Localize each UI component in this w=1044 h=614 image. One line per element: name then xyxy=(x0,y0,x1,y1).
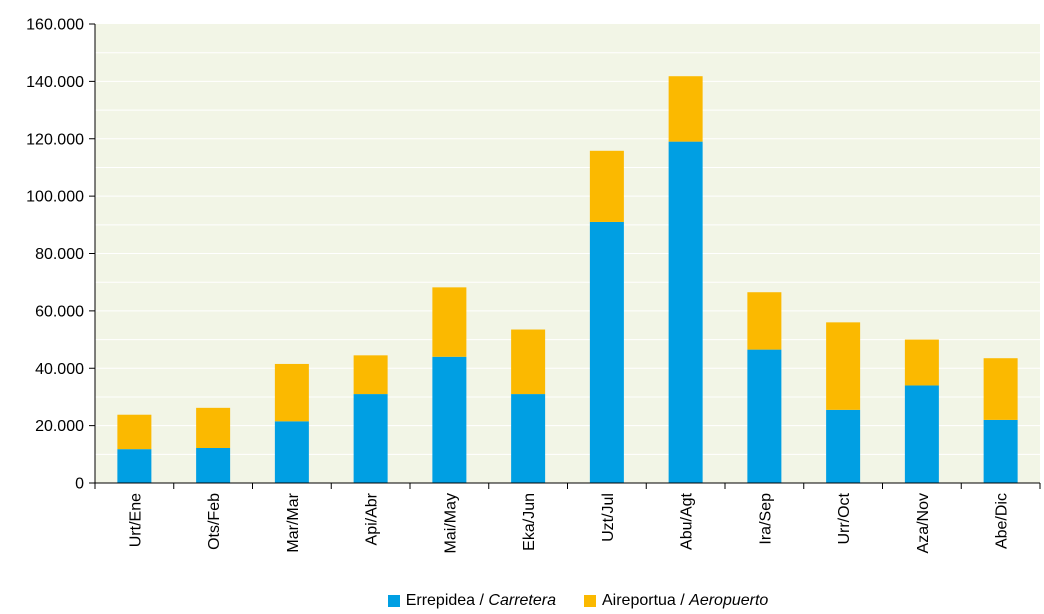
bar-errepidea-8 xyxy=(747,349,782,483)
y-tick-label: 160.000 xyxy=(26,17,84,34)
y-tick-label: 120.000 xyxy=(26,131,84,148)
bar-aireportua-2 xyxy=(274,363,309,422)
x-tick-label: Eka/Jun xyxy=(521,493,538,551)
bar-aireportua-8 xyxy=(747,292,782,350)
bar-errepidea-11 xyxy=(983,419,1018,483)
bar-aireportua-4 xyxy=(432,287,467,357)
bar-errepidea-1 xyxy=(196,448,231,483)
y-tick-label: 140.000 xyxy=(26,74,84,91)
x-axis-ticks: Urt/Ene Ots/Feb Mar/Mar Api/Abr Mai/May Eka/J… xyxy=(94,483,1041,553)
legend-item-errepidea: Errepidea / Carretera xyxy=(387,592,556,610)
x-tick-label: Aza/Nov xyxy=(915,493,932,553)
legend-swatch-errepidea xyxy=(387,595,400,607)
bars xyxy=(117,76,1018,483)
y-tick-label: 20.000 xyxy=(35,418,84,435)
bar-aireportua-1 xyxy=(196,407,231,449)
y-tick-label: 80.000 xyxy=(35,246,84,263)
bar-errepidea-3 xyxy=(353,394,388,483)
x-tick-label: Mar/Mar xyxy=(285,492,302,552)
legend: Errepidea / Carretera Aireportua / Aerop… xyxy=(0,592,1044,610)
legend-label-aireportua: Aireportua / Aeropuerto xyxy=(601,592,769,609)
x-tick-label: Uzt/Jul xyxy=(600,493,617,542)
bar-aireportua-6 xyxy=(589,150,624,222)
legend-swatch-aireportua xyxy=(583,595,596,607)
bar-errepidea-6 xyxy=(589,221,624,483)
bar-errepidea-9 xyxy=(826,409,861,483)
bar-errepidea-0 xyxy=(117,449,152,483)
y-tick-label: 60.000 xyxy=(35,303,84,320)
stacked-bar-chart: 0 20.000 40.000 60.000 80.000 100.000 120.000 1… xyxy=(26,17,1041,553)
y-tick-label: 100.000 xyxy=(26,189,84,206)
bar-aireportua-5 xyxy=(511,329,546,395)
bar-aireportua-9 xyxy=(826,322,861,410)
x-tick-label: Urr/Oct xyxy=(836,492,853,544)
x-tick-label: Abu/Agt xyxy=(679,492,696,549)
legend-label-errepidea: Errepidea / Carretera xyxy=(405,592,556,609)
y-tick-label: 0 xyxy=(75,476,84,493)
y-tick-label: 40.000 xyxy=(35,361,84,378)
bar-aireportua-7 xyxy=(668,76,703,142)
bar-errepidea-4 xyxy=(432,356,467,483)
x-tick-label: Ira/Sep xyxy=(757,493,774,545)
bar-errepidea-10 xyxy=(904,385,939,483)
legend-item-aireportua: Aireportua / Aeropuerto xyxy=(583,592,769,610)
x-tick-label: Mai/May xyxy=(442,493,459,553)
x-tick-label: Abe/Dic xyxy=(994,493,1011,549)
y-axis-ticks: 0 20.000 40.000 60.000 80.000 100.000 120.000 1… xyxy=(26,17,95,493)
x-tick-label: Urt/Ene xyxy=(127,493,144,547)
bar-aireportua-3 xyxy=(353,355,388,395)
bar-aireportua-10 xyxy=(904,339,939,386)
gridlines xyxy=(95,52,1040,455)
bar-errepidea-7 xyxy=(668,141,703,483)
bar-aireportua-0 xyxy=(117,414,152,450)
bar-errepidea-2 xyxy=(274,421,309,483)
x-tick-label: Api/Abr xyxy=(364,492,381,545)
bar-aireportua-11 xyxy=(983,358,1018,420)
bar-errepidea-5 xyxy=(511,394,546,483)
x-tick-label: Ots/Feb xyxy=(206,493,223,550)
